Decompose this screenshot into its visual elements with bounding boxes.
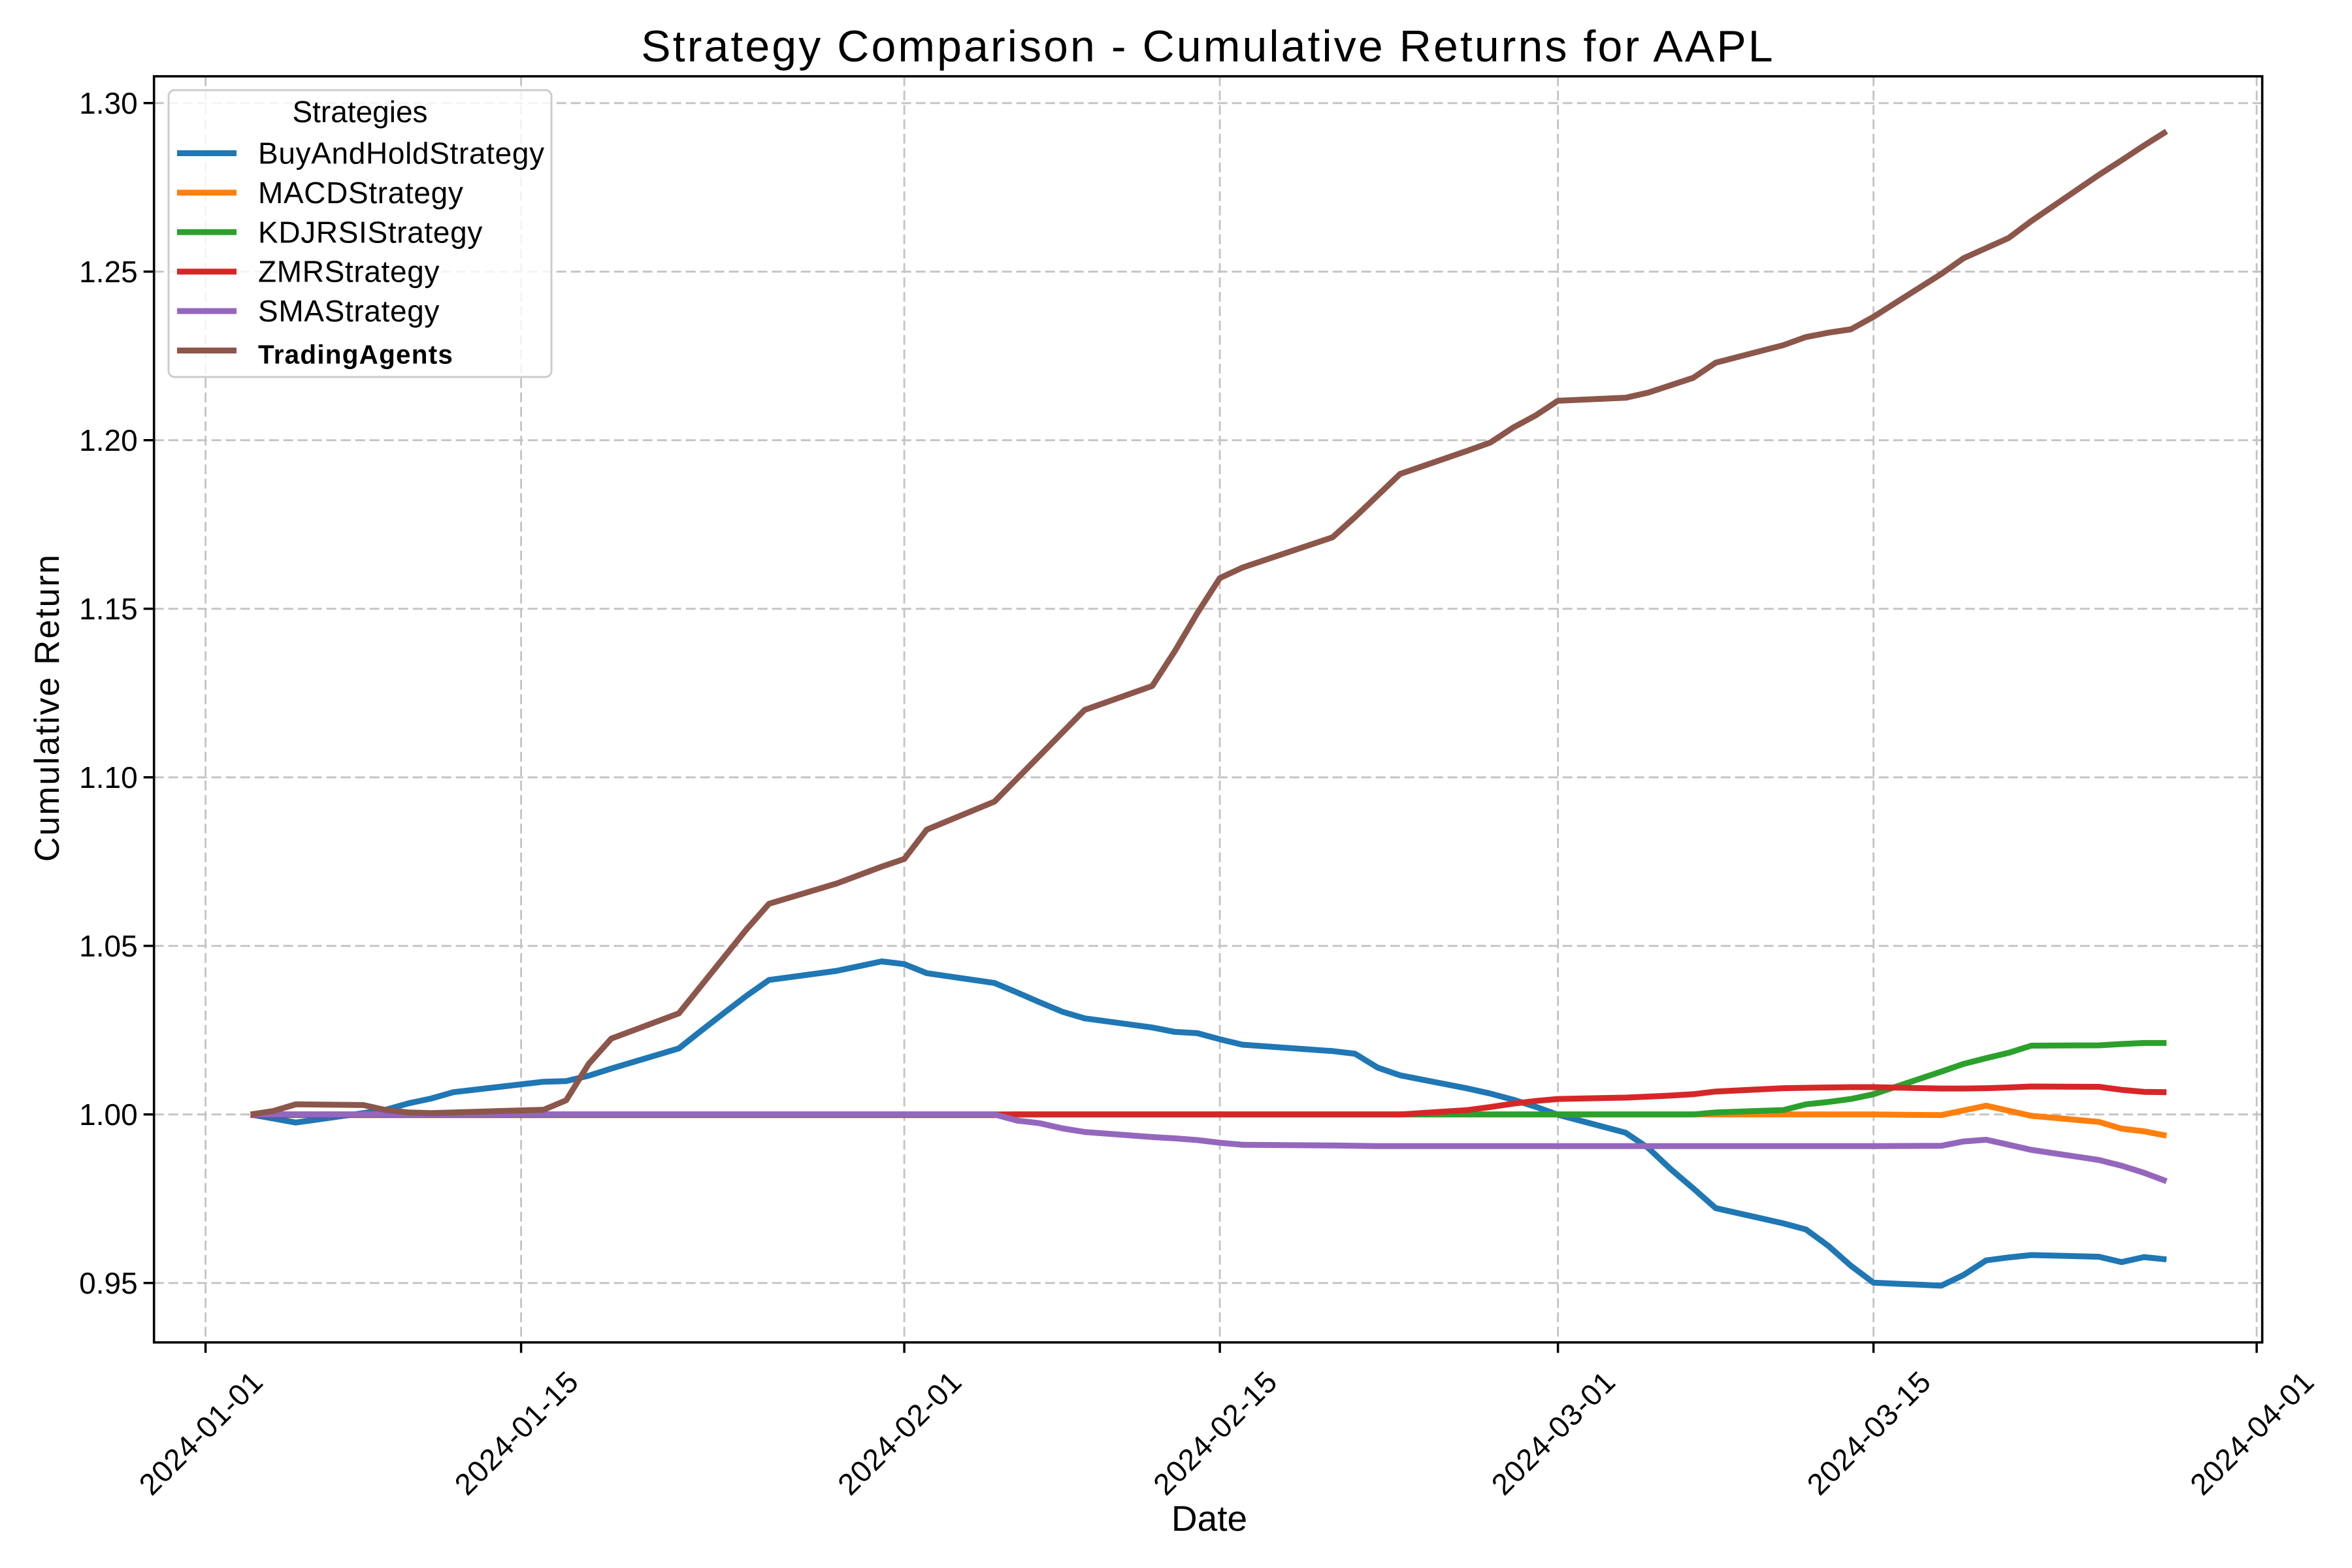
svg-text:Date: Date	[1171, 1498, 1247, 1539]
svg-text:Cumulative Return: Cumulative Return	[28, 553, 67, 862]
svg-text:1.15: 1.15	[79, 592, 138, 626]
svg-text:Strategies: Strategies	[292, 95, 427, 129]
svg-text:1.05: 1.05	[79, 929, 138, 963]
svg-text:TradingAgents: TradingAgents	[258, 340, 453, 370]
svg-text:1.00: 1.00	[79, 1098, 138, 1132]
svg-text:Strategy Comparison - Cumulati: Strategy Comparison - Cumulative Returns…	[641, 22, 1774, 71]
svg-text:1.25: 1.25	[79, 255, 138, 289]
svg-text:1.20: 1.20	[79, 423, 138, 457]
svg-text:0.95: 0.95	[79, 1266, 138, 1300]
svg-text:1.30: 1.30	[79, 86, 138, 120]
svg-text:KDJRSIStrategy: KDJRSIStrategy	[258, 215, 483, 249]
svg-text:MACDStrategy: MACDStrategy	[258, 176, 464, 210]
svg-text:ZMRStrategy: ZMRStrategy	[258, 255, 440, 289]
svg-text:1.10: 1.10	[79, 760, 138, 794]
svg-text:BuyAndHoldStrategy: BuyAndHoldStrategy	[258, 137, 545, 171]
svg-text:SMAStrategy: SMAStrategy	[258, 294, 440, 328]
